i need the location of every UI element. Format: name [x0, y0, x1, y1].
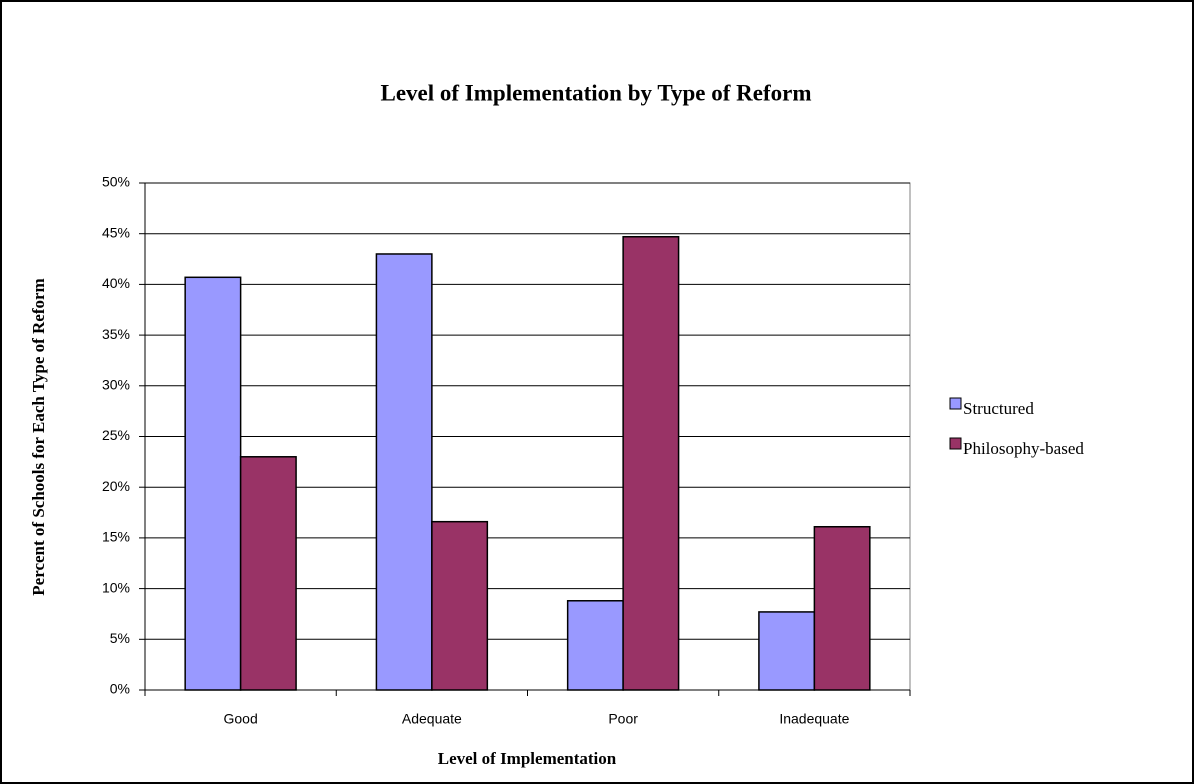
x-tick-label: Adequate	[402, 711, 462, 727]
legend-swatch	[949, 397, 962, 410]
y-tick-label: 35%	[102, 326, 130, 342]
y-tick-label: 20%	[102, 478, 130, 494]
legend-swatch	[949, 437, 962, 450]
bar	[758, 611, 816, 691]
y-axis-label: Percent of Schools for Each Type of Refo…	[29, 278, 48, 595]
x-axis-label: Level of Implementation	[438, 749, 617, 768]
bar	[375, 253, 433, 691]
bar	[622, 235, 680, 691]
y-tick-label: 40%	[102, 275, 130, 291]
y-tick-label: 45%	[102, 224, 130, 240]
y-tick-label: 10%	[102, 579, 130, 595]
x-tick-label: Inadequate	[779, 711, 849, 727]
y-tick-label: 0%	[110, 681, 130, 697]
y-tick-label: 25%	[102, 427, 130, 443]
x-tick-label: Good	[224, 711, 258, 727]
bar	[813, 525, 871, 691]
chart-title: Level of Implementation by Type of Refor…	[381, 80, 812, 105]
bar	[239, 456, 297, 691]
y-tick-label: 5%	[110, 630, 130, 646]
bar	[566, 600, 624, 691]
x-tick-label: Poor	[608, 711, 638, 727]
y-tick-label: 30%	[102, 377, 130, 393]
legend-label: Philosophy-based	[963, 439, 1084, 458]
y-tick-label: 15%	[102, 529, 130, 545]
bar	[184, 276, 242, 691]
y-tick-label: 50%	[102, 174, 130, 190]
legend-label: Structured	[963, 399, 1034, 418]
bar	[431, 520, 489, 691]
